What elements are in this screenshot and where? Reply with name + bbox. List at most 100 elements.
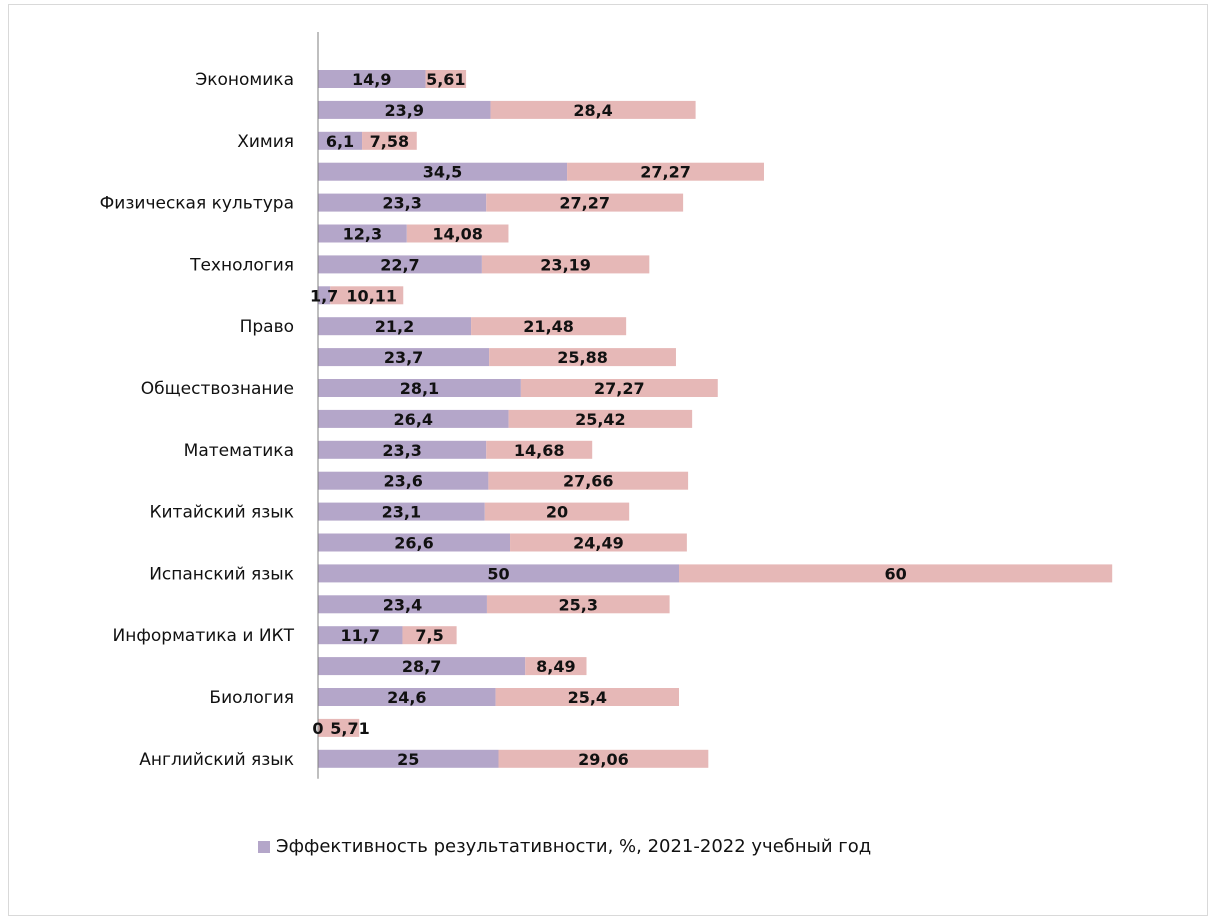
- bar-series1: [318, 70, 426, 88]
- value-label-series2: 24,49: [573, 534, 624, 553]
- bar-series2: [406, 224, 509, 243]
- bar-series2: [679, 564, 1113, 583]
- category-label: Информатика и ИКТ: [113, 626, 295, 646]
- bar-series1: [318, 471, 489, 490]
- bar-series2: [362, 131, 417, 150]
- bar-series1: [318, 688, 496, 706]
- bar-series1: [318, 255, 482, 274]
- bar-series1: [318, 379, 521, 397]
- legend: Эффективность результативности, %, 2021-…: [258, 836, 871, 857]
- value-label-series2: 23,19: [540, 255, 591, 274]
- bar-series1: [318, 100, 491, 119]
- value-label-series2: 29,06: [578, 750, 629, 769]
- bar-series2: [567, 162, 764, 181]
- bar-series2: [318, 718, 360, 737]
- value-label-series2: 8,49: [536, 657, 575, 676]
- value-label-series1: 23,4: [383, 595, 422, 614]
- value-label-series1: 6,1: [326, 132, 354, 151]
- bar-series2: [490, 100, 696, 119]
- bar-series2: [488, 471, 689, 490]
- category-label: Право: [240, 317, 294, 337]
- value-label-series2: 27,27: [559, 194, 610, 213]
- value-label-series2: 7,58: [370, 132, 409, 151]
- value-label-series2: 60: [884, 564, 906, 583]
- bar-series1: [318, 131, 363, 150]
- category-label: Обществознание: [141, 379, 294, 399]
- bar-series1: [318, 564, 679, 583]
- bar-series2: [520, 379, 718, 397]
- value-label-series1: 28,7: [402, 657, 441, 676]
- value-label-series1: 34,5: [423, 163, 462, 182]
- legend-swatch: [258, 840, 270, 853]
- bar-series1: [318, 162, 568, 181]
- value-label-series1: 50: [487, 564, 509, 583]
- bar-series2: [508, 409, 693, 428]
- value-label-series1: 14,9: [352, 70, 391, 89]
- value-label-series2: 14,08: [432, 225, 483, 244]
- category-label: Биология: [209, 688, 294, 708]
- value-label-series2: 5,71: [330, 719, 369, 738]
- value-label-series2: 14,68: [514, 441, 565, 460]
- value-label-series1: 26,4: [394, 410, 433, 429]
- value-label-series2: 20: [546, 503, 568, 522]
- bar-series2: [495, 688, 679, 706]
- bar-series1: [318, 348, 490, 367]
- bar-series2: [402, 626, 457, 645]
- value-label-series1: 23,7: [384, 348, 423, 367]
- value-label-series2: 27,27: [640, 163, 691, 182]
- value-label-series1: 21,2: [375, 317, 414, 336]
- value-label-series2: 27,27: [594, 379, 645, 398]
- value-label-series2: 27,66: [563, 472, 614, 491]
- value-label-series1: 1,7: [310, 286, 338, 305]
- bar-series2: [525, 657, 587, 676]
- category-label: Химия: [237, 132, 294, 152]
- value-label-series1: 0: [312, 719, 323, 738]
- bar-series2: [330, 286, 404, 305]
- category-label: Технология: [189, 255, 294, 275]
- bar-series2: [510, 533, 687, 552]
- category-label: Китайский язык: [149, 503, 294, 523]
- value-label-series1: 23,1: [382, 503, 421, 522]
- category-label: Экономика: [195, 70, 294, 90]
- value-label-series2: 21,48: [523, 317, 574, 336]
- value-label-series1: 28,1: [400, 379, 439, 398]
- bar-series1: [318, 595, 487, 614]
- value-label-series2: 10,11: [346, 286, 397, 305]
- bar-series1: [318, 502, 485, 521]
- value-label-series2: 25,3: [559, 595, 598, 614]
- value-label-series1: 23,6: [383, 472, 422, 491]
- value-label-series1: 24,6: [387, 688, 426, 707]
- value-label-series1: 12,3: [343, 225, 382, 244]
- bar-series2: [471, 317, 627, 336]
- bar-series2: [498, 749, 709, 768]
- bar-series1: [318, 440, 487, 459]
- bar-series1: [318, 749, 499, 768]
- bar-series2: [484, 502, 630, 521]
- bar-series1: [318, 286, 331, 305]
- bar-series1: [318, 533, 511, 552]
- bar-series2: [425, 70, 467, 88]
- category-label: Испанский язык: [149, 564, 294, 584]
- value-label-series2: 25,4: [568, 688, 607, 707]
- value-label-series1: 23,9: [385, 101, 424, 120]
- bar-series1: [318, 224, 407, 243]
- value-label-series2: 5,61: [426, 70, 465, 89]
- value-label-series2: 25,88: [557, 348, 608, 367]
- bar-series2: [486, 440, 593, 459]
- value-label-series1: 11,7: [340, 626, 379, 645]
- bar-series1: [318, 317, 472, 336]
- value-label-series1: 22,7: [380, 255, 419, 274]
- bar-series1: [318, 657, 526, 676]
- value-label-series1: 25: [397, 750, 419, 769]
- category-label: Английский язык: [139, 750, 294, 770]
- bar-series2: [481, 255, 650, 274]
- bar-series1: [318, 626, 403, 645]
- bar-series2: [486, 193, 684, 212]
- value-label-series1: 23,3: [382, 441, 421, 460]
- category-label: Математика: [184, 441, 294, 461]
- value-label-series2: 28,4: [573, 101, 612, 120]
- bars-layer: [318, 70, 1113, 768]
- bar-series1: [318, 193, 487, 212]
- bar-series1: [318, 409, 509, 428]
- value-label-series2: 25,42: [575, 410, 626, 429]
